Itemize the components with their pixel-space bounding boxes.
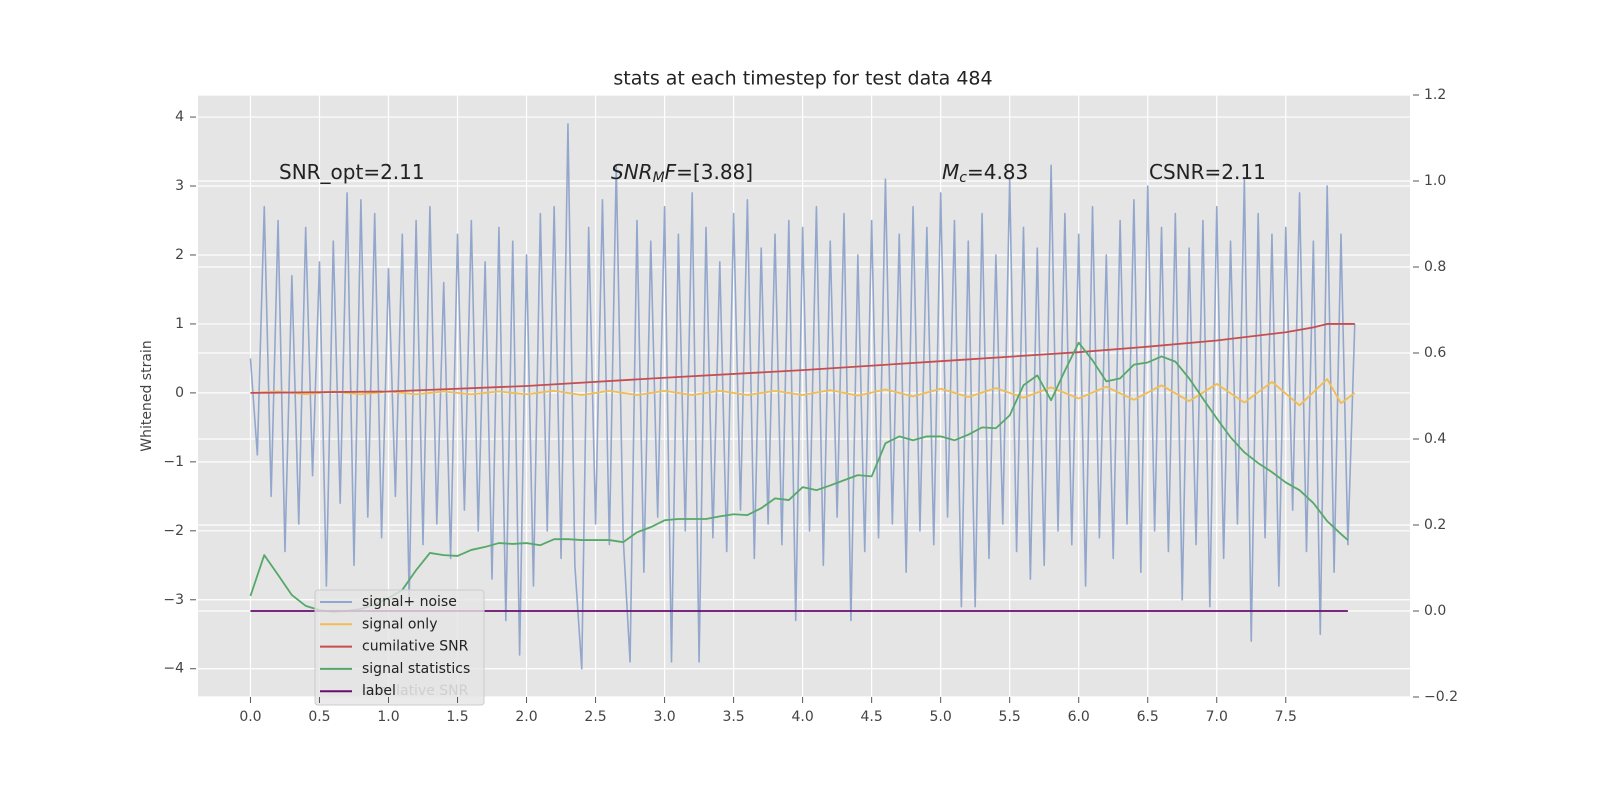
y-axis-label: Whitened strain — [139, 340, 155, 451]
x-tick-label: 3.5 — [722, 709, 744, 725]
x-tick-label: 2.5 — [584, 709, 606, 725]
x-tick-label: 5.5 — [999, 709, 1021, 725]
y-tick-label: 4 — [175, 109, 184, 125]
x-tick-label: 6.5 — [1137, 709, 1159, 725]
annotation-part: =4.83 — [967, 160, 1028, 184]
x-tick-label: 2.0 — [515, 709, 537, 725]
annotation: CSNR=2.11 — [1149, 160, 1266, 184]
x-tick-label: 7.0 — [1206, 709, 1228, 725]
legend-label: signal statistics — [362, 661, 470, 677]
annotation-part: SNR — [611, 160, 653, 184]
chart-title: stats at each timestep for test data 484 — [613, 68, 992, 90]
annotation: SNR_opt=2.11 — [279, 160, 425, 184]
annotation: Mc=4.83 — [942, 160, 1028, 187]
y-tick-label: 0 — [175, 385, 184, 401]
y-tick-label: 3 — [175, 178, 184, 194]
series-line — [250, 323, 1355, 394]
x-tick-label: 0.5 — [308, 709, 330, 725]
x-tick-label: 1.5 — [446, 709, 468, 725]
x-tick-label: 4.0 — [791, 709, 813, 725]
y2-tick-label: 1.0 — [1424, 173, 1446, 189]
legend-label: signal+ noise — [362, 594, 457, 610]
x-tick-label: 7.5 — [1275, 709, 1297, 725]
annotation-part: CSNR=2.11 — [1149, 160, 1266, 184]
legend-box — [314, 589, 485, 706]
y2-tick-label: 0.8 — [1424, 259, 1446, 275]
x-tick-label: 3.0 — [653, 709, 675, 725]
y2-tick-label: 1.2 — [1424, 87, 1446, 103]
annotation-part: F — [665, 160, 677, 184]
y-tick-label: −3 — [163, 592, 184, 608]
y2-tick-label: −0.2 — [1424, 689, 1458, 705]
x-tick-label: 5.0 — [930, 709, 952, 725]
y2-tick-label: 0.0 — [1424, 603, 1446, 619]
x-tick-label: 4.5 — [861, 709, 883, 725]
annotation-part: SNR_opt=2.11 — [279, 160, 425, 184]
legend-label: cumilative SNR — [362, 639, 469, 655]
annotations: SNR_opt=2.11 SNRMF=[3.88] Mc=4.83 CSNR=2.11 — [279, 160, 1266, 187]
annotation-part: c — [959, 170, 967, 186]
annotation: SNRMF=[3.88] — [611, 160, 753, 187]
series-line — [250, 378, 1356, 407]
x-tick-label: 6.0 — [1068, 709, 1090, 725]
annotation-part: =[3.88] — [676, 160, 753, 184]
series-line — [249, 341, 1349, 613]
annotation-part: M — [653, 170, 665, 186]
legend-label: signal only — [362, 616, 437, 632]
annotation-part: M — [942, 160, 959, 184]
y-tick-label: −2 — [163, 523, 184, 539]
x-tick-label: 1.0 — [377, 709, 399, 725]
y-tick-label: 2 — [175, 247, 184, 263]
x-tick-label: 0.0 — [239, 709, 261, 725]
y2-tick-label: 0.6 — [1424, 345, 1446, 361]
legend-ghost-label: cumilative SNR — [362, 683, 469, 699]
y2-tick-label: 0.2 — [1424, 517, 1446, 533]
y2-tick-label: 0.4 — [1424, 431, 1446, 447]
series-line — [249, 123, 1356, 670]
y-tick-label: 1 — [175, 316, 184, 332]
legend-label: label — [362, 683, 396, 699]
y-tick-label: −1 — [163, 454, 184, 470]
y-tick-label: −4 — [163, 661, 184, 677]
legend: cumilative SNR signal+ noise signal only cu… — [314, 589, 485, 706]
